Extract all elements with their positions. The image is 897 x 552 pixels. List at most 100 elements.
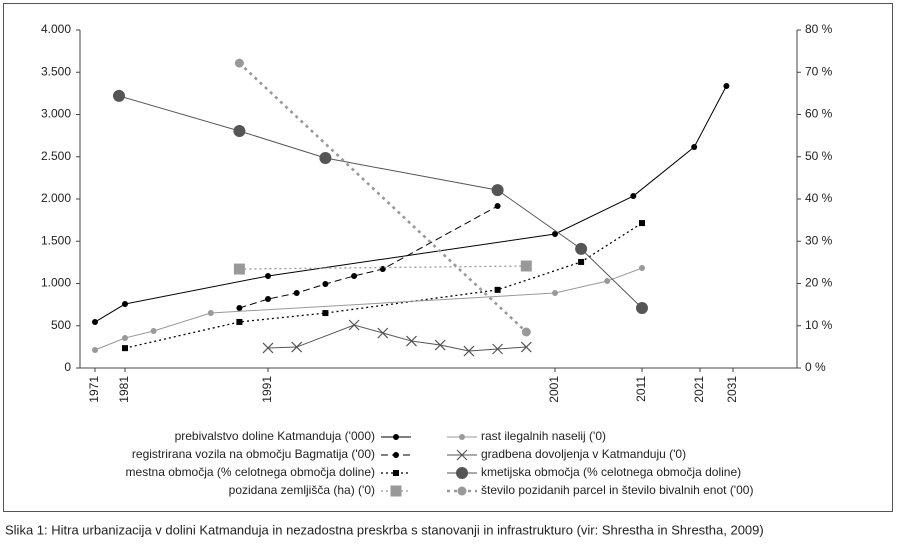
marker xyxy=(575,242,588,255)
marker xyxy=(293,290,300,297)
legend-item: registrirana vozila na območju Bagmatija… xyxy=(132,447,411,461)
marker xyxy=(322,310,329,317)
legend-label: gradbena dovoljenja v Katmanduju ('0) xyxy=(481,447,686,461)
legend-item: mestna območja (% celotnega območja doli… xyxy=(126,465,411,479)
x-tick-label: 1991 xyxy=(260,376,274,403)
marker xyxy=(390,485,402,497)
y-tick-label: 2.000 xyxy=(41,191,71,205)
marker xyxy=(322,281,329,288)
x-tick-label: 2031 xyxy=(725,376,739,403)
marker xyxy=(393,434,399,440)
marker xyxy=(351,272,358,279)
marker xyxy=(457,486,467,496)
marker xyxy=(636,302,648,315)
marker xyxy=(639,265,645,272)
y-tick-label: 3.500 xyxy=(41,64,71,78)
chart-frame xyxy=(3,3,893,512)
marker xyxy=(265,296,271,303)
marker xyxy=(491,184,504,197)
y-tick-label: 500 xyxy=(51,318,71,332)
marker xyxy=(207,309,214,316)
legend-label: prebivalstvo doline Katmanduja ('000) xyxy=(175,429,375,443)
series-line xyxy=(94,267,643,351)
marker xyxy=(122,345,128,352)
y2-tick-label: 30 % xyxy=(805,233,833,247)
marker xyxy=(494,286,501,293)
y2-tick-label: 10 % xyxy=(805,318,833,332)
marker xyxy=(456,449,468,461)
legend-item: rast ilegalnih naselij ('0) xyxy=(447,429,606,443)
series-line xyxy=(267,324,527,352)
marker xyxy=(521,327,531,337)
marker xyxy=(494,203,501,210)
marker xyxy=(113,89,125,102)
marker xyxy=(291,341,303,353)
y-tick-label: 4.000 xyxy=(41,22,71,36)
y2-tick-label: 80 % xyxy=(805,22,833,36)
y2-tick-label: 60 % xyxy=(805,107,833,121)
y2-tick-label: 70 % xyxy=(805,64,833,78)
marker xyxy=(233,124,246,137)
legend-item: prebivalstvo doline Katmanduja ('000) xyxy=(175,429,411,443)
marker xyxy=(463,345,475,357)
marker xyxy=(265,272,271,279)
y2-tick-label: 0 % xyxy=(805,360,826,374)
marker xyxy=(406,335,417,347)
legend-item: gradbena dovoljenja v Katmanduju ('0) xyxy=(447,447,686,461)
marker xyxy=(348,319,360,331)
marker xyxy=(520,260,532,272)
marker xyxy=(393,452,399,458)
x-tick-label: 1981 xyxy=(117,376,131,403)
marker xyxy=(520,341,532,353)
legend-item: kmetijska območja (% celotnega območja d… xyxy=(447,465,741,479)
marker xyxy=(723,83,730,90)
marker xyxy=(236,305,243,312)
marker xyxy=(630,193,637,200)
x-tick-label: 2001 xyxy=(547,376,561,403)
y2-tick-label: 40 % xyxy=(805,191,833,205)
legend-item: število pozidanih parcel in število biva… xyxy=(447,483,753,497)
legend-label: število pozidanih parcel in število biva… xyxy=(481,483,753,497)
marker xyxy=(456,467,468,479)
series-line xyxy=(124,222,643,349)
marker xyxy=(92,347,98,354)
marker xyxy=(319,152,332,165)
marker xyxy=(639,220,645,227)
marker xyxy=(552,230,558,237)
x-tick-label: 1971 xyxy=(87,376,101,403)
x-tick-label: 2021 xyxy=(692,376,706,403)
marker xyxy=(122,335,128,342)
marker xyxy=(492,343,504,355)
y2-tick-label: 50 % xyxy=(805,149,833,163)
series-line xyxy=(238,62,528,333)
legend-label: rast ilegalnih naselij ('0) xyxy=(481,429,606,443)
x-tick-label: 2011 xyxy=(634,376,648,402)
legend-label: registrirana vozila na območju Bagmatija… xyxy=(132,447,375,461)
legend-label: kmetijska območja (% celotnega območja d… xyxy=(481,465,741,479)
marker xyxy=(377,327,389,339)
series-line xyxy=(94,85,727,323)
marker xyxy=(233,263,245,275)
marker xyxy=(150,327,157,334)
legend-item: pozidana zemljišča (ha) ('0) xyxy=(229,483,411,497)
marker xyxy=(604,278,611,285)
y-tick-label: 1.000 xyxy=(41,276,71,290)
series-line xyxy=(239,205,498,309)
marker xyxy=(122,301,128,308)
marker xyxy=(578,258,585,265)
marker xyxy=(92,319,98,326)
legend-label: mestna območja (% celotnega območja doli… xyxy=(126,465,375,479)
y2-tick-label: 20 % xyxy=(805,276,833,290)
caption: Slika 1: Hitra urbanizacija v dolini Kat… xyxy=(5,522,764,537)
y-tick-label: 3.000 xyxy=(41,107,71,121)
marker xyxy=(434,339,446,351)
marker xyxy=(234,58,244,68)
series-line xyxy=(118,95,643,309)
y-tick-label: 1.500 xyxy=(41,233,71,247)
y-tick-label: 2.500 xyxy=(41,149,71,163)
marker xyxy=(236,318,243,325)
marker xyxy=(691,144,698,151)
marker xyxy=(262,342,274,354)
legend-label: pozidana zemljišča (ha) ('0) xyxy=(229,483,375,497)
